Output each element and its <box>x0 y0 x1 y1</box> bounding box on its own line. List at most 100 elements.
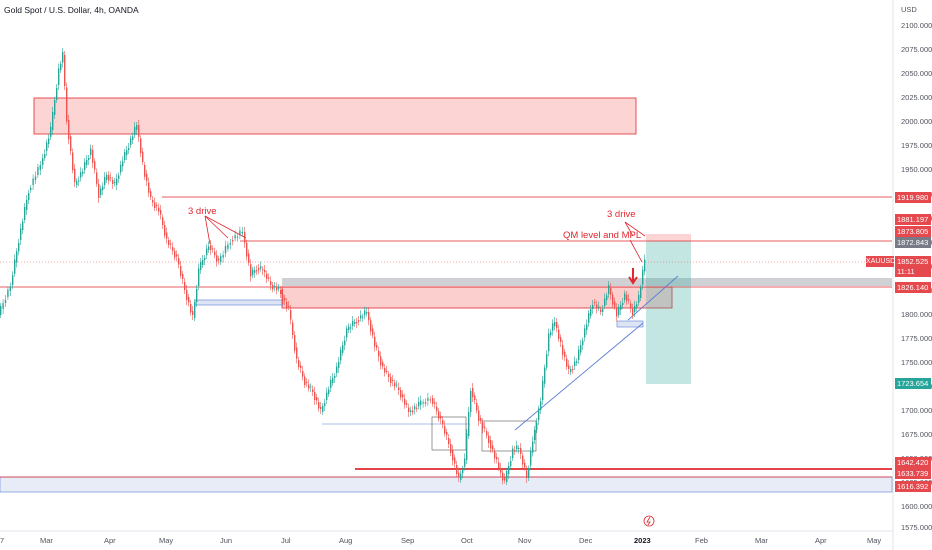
candle-body <box>132 136 134 140</box>
candle-body <box>162 217 164 225</box>
candle-body <box>546 354 548 368</box>
candle-body <box>410 410 412 412</box>
candle-body <box>182 274 184 279</box>
lightning-circle-icon[interactable] <box>643 515 655 527</box>
time-axis-tick: Mar <box>755 536 768 545</box>
candle-body <box>222 254 224 258</box>
candle-body <box>32 178 34 185</box>
candle-body <box>592 305 594 309</box>
candle-body <box>156 205 158 206</box>
time-axis-tick: Apr <box>104 536 116 545</box>
candle-body <box>432 398 434 404</box>
countdown-tag: 11:11 <box>895 266 931 277</box>
candle-body <box>150 191 152 197</box>
candle-body <box>66 87 68 122</box>
candle-body <box>316 397 318 401</box>
candle-body <box>602 309 604 312</box>
candle-body <box>404 398 406 405</box>
candle-body <box>54 100 56 115</box>
candle-body <box>298 360 300 367</box>
candle-body <box>358 320 360 322</box>
candle-body <box>229 243 231 245</box>
symbol-tag: XAUUSD <box>866 256 896 267</box>
price-axis-tick: 1975.000 <box>901 141 932 150</box>
candle-body <box>492 445 494 450</box>
candle-body <box>210 245 212 250</box>
price-axis-tick: 1575.000 <box>901 523 932 532</box>
candle-body <box>438 411 440 419</box>
candle-body <box>450 444 452 453</box>
candle-body <box>70 136 72 151</box>
candle-body <box>264 270 266 273</box>
candle-body <box>468 412 470 436</box>
candle-body <box>160 210 162 215</box>
candle-body <box>634 305 636 312</box>
candle-body <box>596 304 598 309</box>
candle-body <box>106 175 108 180</box>
candle-body <box>16 251 18 263</box>
candle-body <box>440 415 442 419</box>
price-axis-tick: 1600.000 <box>901 502 932 511</box>
candle-body <box>236 236 239 238</box>
candle-body <box>216 255 218 262</box>
price-tag-1642: 1642.420 <box>895 457 931 468</box>
arrow-drive-left-2 <box>204 215 229 239</box>
candle-body <box>202 260 204 265</box>
candle-body <box>246 242 248 257</box>
demand-zone-mid <box>281 286 673 309</box>
candle-body <box>642 269 644 285</box>
price-tag-1723: 1723.654 <box>895 378 931 389</box>
candle-body <box>442 420 444 425</box>
candle-body <box>478 410 480 421</box>
candle-body <box>454 457 456 464</box>
candle-body <box>630 303 632 308</box>
candle-body <box>376 345 378 348</box>
candle-body <box>84 162 86 170</box>
candle-body <box>204 258 206 260</box>
candle-body <box>374 336 376 347</box>
candle-body <box>526 470 528 478</box>
candle-body <box>254 270 256 273</box>
candle-body <box>496 456 498 460</box>
candle-body <box>190 304 192 313</box>
candle-body <box>120 164 122 173</box>
candle-body <box>62 52 64 63</box>
candles-group <box>0 48 646 485</box>
blue-zone-bottom <box>0 476 893 493</box>
candle-body <box>30 188 32 190</box>
candle-body <box>0 306 2 315</box>
candle-body <box>427 397 429 401</box>
price-tag-1881: 1881.197 <box>895 214 931 225</box>
candle-body <box>336 366 338 373</box>
price-tag-1919: 1919.980 <box>895 192 931 203</box>
supply-zone-top <box>33 97 637 135</box>
candle-body <box>134 127 136 135</box>
candle-body <box>262 269 264 271</box>
candle-body <box>294 335 296 351</box>
candle-body <box>74 168 76 182</box>
take-profit-zone <box>646 241 691 384</box>
candle-body <box>208 246 210 250</box>
candle-body <box>356 322 358 323</box>
candle-body <box>346 328 348 338</box>
candle-body <box>530 451 532 466</box>
candle-body <box>538 408 540 420</box>
candle-body <box>304 376 306 385</box>
candle-body <box>194 302 196 318</box>
candle-body <box>9 286 11 291</box>
candle-body <box>250 264 252 277</box>
candle-body <box>624 293 626 300</box>
candle-body <box>352 321 354 326</box>
candle-body <box>4 300 7 303</box>
candle-body <box>110 177 112 179</box>
candle-body <box>252 269 254 275</box>
candle-body <box>142 151 144 162</box>
candle-body <box>320 407 322 409</box>
candle-body <box>68 120 70 140</box>
candle-body <box>214 251 216 256</box>
candle-body <box>268 277 270 279</box>
candle-body <box>72 152 74 171</box>
price-axis-tick: 2025.000 <box>901 93 932 102</box>
candle-body <box>158 207 160 212</box>
